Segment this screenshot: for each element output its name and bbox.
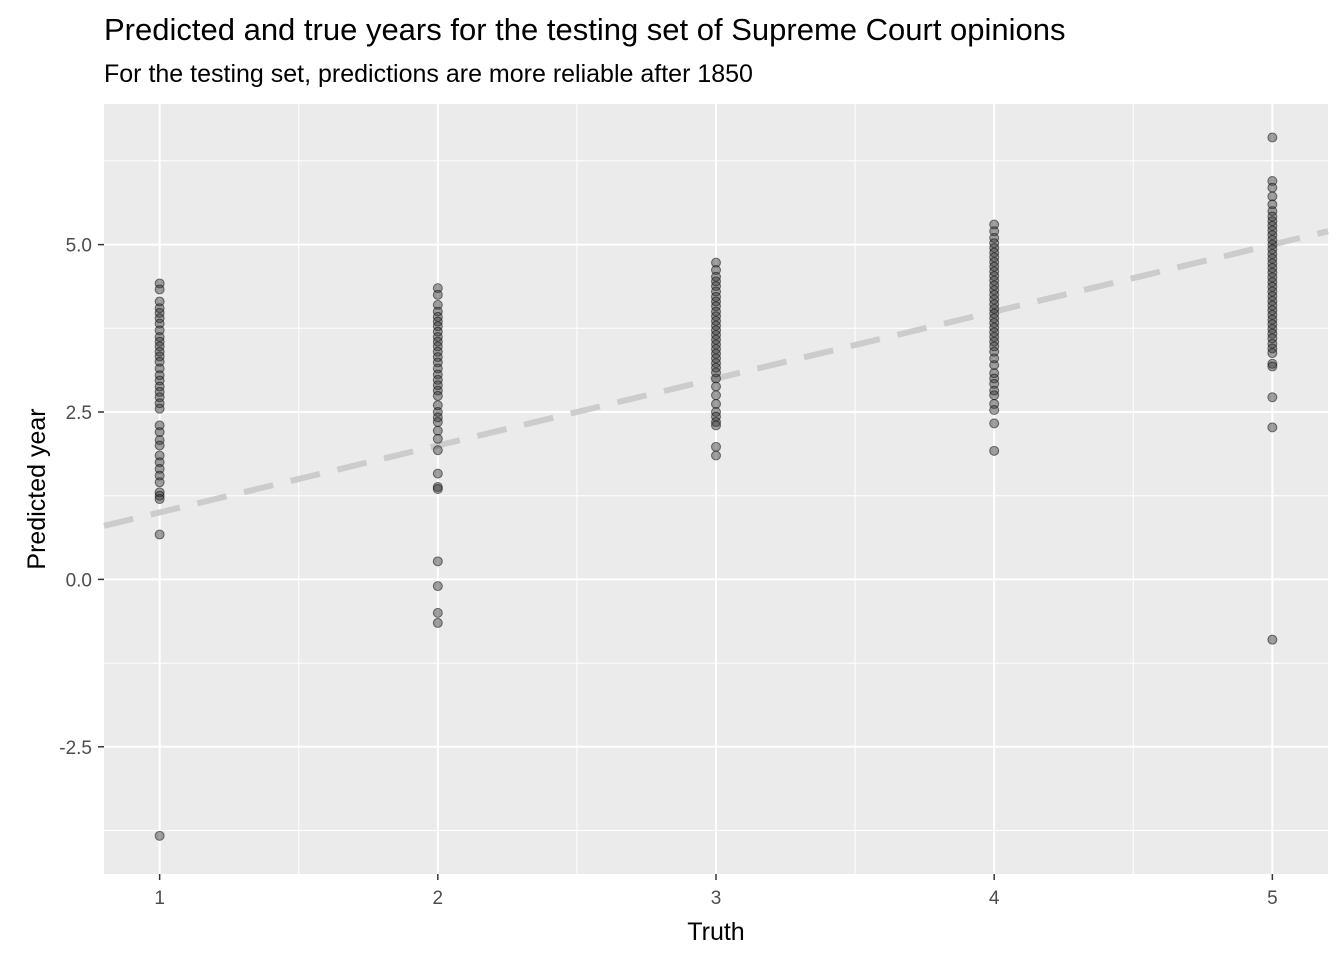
x-tick-label: 4	[989, 888, 1000, 909]
y-tick-label: 5.0	[66, 236, 92, 257]
data-point	[154, 440, 165, 451]
data-point	[154, 403, 165, 414]
data-point	[1267, 191, 1278, 202]
data-point	[1267, 634, 1278, 645]
data-point	[432, 484, 443, 494]
data-point	[711, 301, 721, 312]
data-point	[432, 468, 443, 479]
data-point	[711, 381, 721, 392]
chart-subtitle: For the testing set, predictions are mor…	[104, 60, 753, 88]
data-point	[989, 390, 1000, 401]
data-point	[1267, 333, 1278, 344]
data-point	[1267, 206, 1278, 217]
data-point	[989, 445, 1000, 456]
data-point	[432, 556, 443, 567]
y-tick-label: 0.0	[66, 570, 92, 591]
data-point	[1267, 182, 1278, 193]
reference-line-layer	[103, 228, 1329, 529]
data-point	[989, 404, 1000, 415]
data-point	[154, 490, 165, 501]
data-point	[432, 617, 443, 628]
data-point	[432, 433, 443, 444]
data-point	[154, 529, 165, 540]
data-point	[1267, 422, 1278, 433]
data-point	[989, 418, 1000, 429]
data-point	[989, 360, 1000, 371]
data-point	[711, 286, 721, 297]
data-point	[154, 313, 165, 324]
data-point	[711, 373, 721, 384]
data-point	[154, 381, 165, 392]
reference-line	[103, 228, 1329, 529]
data-point	[154, 370, 165, 381]
x-tick-label: 5	[1267, 888, 1278, 909]
x-axis: 1 2 3 4 5	[154, 874, 1278, 909]
data-point	[432, 306, 443, 317]
data-point	[432, 581, 443, 592]
data-point	[432, 374, 443, 385]
data-point	[432, 369, 443, 380]
data-point	[432, 380, 443, 391]
chart-title: Predicted and true years for the testing…	[104, 12, 1066, 47]
data-point	[711, 450, 721, 461]
y-tick-label: 2.5	[66, 403, 92, 424]
y-tick-label: -2.5	[59, 738, 92, 759]
data-point	[432, 390, 443, 401]
data-point	[711, 281, 721, 292]
data-point	[432, 326, 443, 337]
data-point	[1267, 361, 1278, 372]
major-grid	[104, 104, 1328, 874]
data-point	[154, 398, 165, 409]
data-point	[432, 321, 443, 332]
data-point	[432, 346, 443, 357]
data-point	[1267, 358, 1278, 369]
data-point	[1267, 132, 1278, 143]
data-point	[154, 494, 165, 505]
x-tick-label: 3	[711, 888, 722, 909]
data-point	[989, 341, 1000, 352]
data-point	[154, 284, 165, 295]
data-point	[711, 257, 721, 268]
y-axis: -2.5 0.0 2.5 5.0	[59, 236, 104, 759]
data-point	[711, 441, 721, 452]
data-point	[432, 417, 443, 428]
data-point	[154, 351, 165, 362]
data-point	[432, 445, 443, 456]
x-axis-title: Truth	[687, 918, 744, 946]
data-point	[989, 368, 1000, 379]
data-point	[711, 390, 721, 401]
data-point	[154, 341, 165, 352]
data-point	[711, 420, 721, 431]
data-point	[432, 385, 443, 396]
data-point	[432, 289, 443, 300]
y-axis-title: Predicted year	[23, 408, 51, 569]
points-layer	[154, 132, 1278, 841]
data-point	[989, 232, 1000, 243]
data-point	[154, 386, 165, 397]
x-tick-label: 2	[433, 888, 444, 909]
data-point	[154, 427, 165, 438]
data-point	[432, 607, 443, 618]
data-point	[432, 407, 443, 417]
data-point	[154, 307, 165, 318]
data-point	[711, 417, 721, 428]
data-point	[154, 830, 165, 841]
data-point	[1267, 392, 1278, 403]
data-point	[1267, 348, 1278, 359]
data-point	[432, 341, 443, 352]
data-point	[432, 425, 443, 436]
x-tick-label: 1	[154, 888, 165, 909]
data-point	[154, 477, 165, 488]
data-point	[711, 398, 721, 409]
data-point	[154, 435, 165, 446]
data-point	[432, 352, 443, 363]
data-point	[989, 373, 1000, 384]
